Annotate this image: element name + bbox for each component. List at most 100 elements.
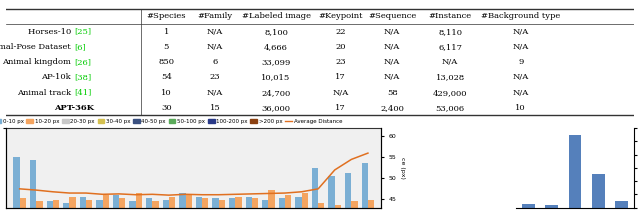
Bar [568,135,582,208]
Text: 23: 23 [335,58,346,66]
Text: 5: 5 [164,43,169,51]
Text: #Species: #Species [147,13,186,21]
Text: 850: 850 [158,58,174,66]
Bar [113,195,119,208]
Text: #Sequence: #Sequence [368,13,416,21]
Bar [252,198,258,208]
Text: N/A: N/A [384,28,400,36]
Text: 36,000: 36,000 [262,104,291,112]
Bar [179,193,186,208]
Text: N/A: N/A [384,58,400,66]
Text: AP-10k: AP-10k [42,73,74,81]
Bar [80,197,86,208]
Bar [47,201,53,208]
Bar [236,197,241,208]
Bar [202,198,209,208]
Bar [522,204,534,208]
Bar [36,201,42,208]
Text: 6: 6 [212,58,218,66]
Text: 4,666: 4,666 [264,43,288,51]
Text: N/A: N/A [207,43,223,51]
Text: 429,000: 429,000 [433,89,467,97]
Text: [26]: [26] [74,58,91,66]
Legend: 0-10 px, 10-20 px, 20-30 px, 30-40 px, 40-50 px, 50-100 px, 100-200 px, >200 px,: 0-10 px, 10-20 px, 20-30 px, 30-40 px, 4… [0,119,342,124]
Text: 33,099: 33,099 [261,58,291,66]
Bar [96,200,102,208]
Text: N/A: N/A [207,89,223,97]
Bar [246,197,252,208]
Text: N/A: N/A [442,58,458,66]
Text: Horses-10: Horses-10 [28,28,74,36]
Text: 30: 30 [161,104,172,112]
Text: 17: 17 [335,104,346,112]
Bar [53,200,59,208]
Bar [163,200,169,208]
Text: N/A: N/A [513,28,529,36]
Text: N/A: N/A [384,73,400,81]
Text: 54: 54 [161,73,172,81]
Text: #Instance: #Instance [429,13,472,21]
Text: 17: 17 [335,73,346,81]
Bar [146,198,152,208]
Text: [38]: [38] [74,73,91,81]
Bar [295,197,301,208]
Text: 53,006: 53,006 [436,104,465,112]
Bar [119,198,125,208]
Bar [545,205,558,208]
Text: 2,400: 2,400 [380,104,404,112]
Bar [368,200,374,208]
Text: N/A: N/A [384,43,400,51]
Bar [592,174,605,208]
Text: #Keypoint: #Keypoint [318,13,363,21]
Text: [25]: [25] [74,28,91,36]
Text: #Labeled image: #Labeled image [241,13,310,21]
Bar [169,197,175,208]
Bar [285,195,291,208]
Text: 24,700: 24,700 [262,89,291,97]
Text: 15: 15 [209,104,220,112]
Bar [229,198,236,208]
Text: 10,015: 10,015 [262,73,291,81]
Text: N/A: N/A [332,89,349,97]
Text: APT-36K: APT-36K [54,104,94,112]
Bar [362,163,368,208]
Bar [13,157,20,208]
Text: Animal kingdom: Animal kingdom [3,58,74,66]
Bar [318,203,324,208]
Text: 10: 10 [515,104,526,112]
Bar [312,168,318,208]
Text: [41]: [41] [74,89,91,97]
Bar [69,197,76,208]
Bar [328,176,335,208]
Text: 13,028: 13,028 [435,73,465,81]
Bar [129,201,136,208]
Bar [268,190,275,208]
Text: 22: 22 [335,28,346,36]
Bar [335,205,341,208]
Text: 8,110: 8,110 [438,28,462,36]
Bar [102,195,109,208]
Text: Animal-Pose Dataset: Animal-Pose Dataset [0,43,74,51]
Text: 58: 58 [387,89,397,97]
Y-axis label: ce (px): ce (px) [400,157,405,179]
Text: N/A: N/A [513,43,529,51]
Bar [301,193,308,208]
Bar [278,198,285,208]
Bar [196,197,202,208]
Bar [219,200,225,208]
Text: 23: 23 [210,73,220,81]
Bar [136,193,142,208]
Bar [30,160,36,208]
Text: 20: 20 [335,43,346,51]
Text: 1: 1 [164,28,169,36]
Text: Animal track: Animal track [17,89,74,97]
Bar [186,195,192,208]
Text: [6]: [6] [74,43,86,51]
Bar [20,198,26,208]
Bar [63,203,69,208]
Text: 9: 9 [518,58,524,66]
Bar [152,201,159,208]
Text: 8,100: 8,100 [264,28,288,36]
Bar [262,200,268,208]
Bar [351,201,358,208]
